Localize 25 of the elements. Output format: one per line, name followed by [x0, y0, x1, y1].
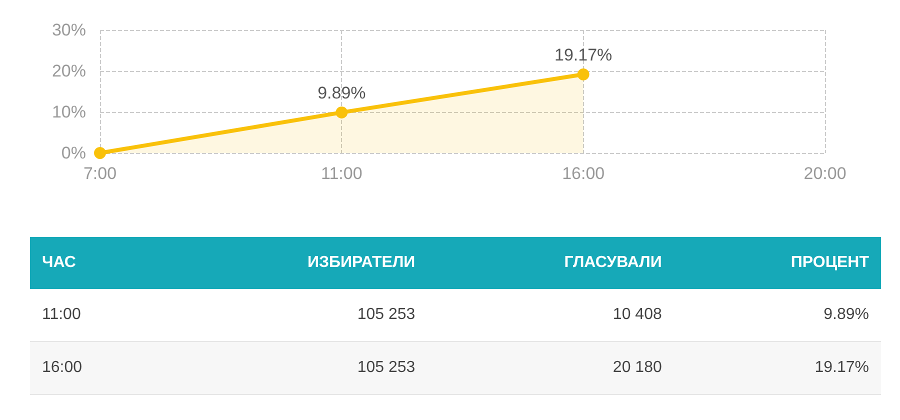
point: [336, 106, 348, 118]
text: 105 253: [160, 289, 428, 342]
text: 9.89%: [674, 289, 881, 342]
text: 11:00: [30, 289, 160, 342]
x-tick-label: 7:00: [83, 164, 117, 183]
text: ГЛАСУВАЛИ: [427, 237, 674, 289]
x-tick-label: 16:00: [562, 164, 605, 183]
y-tick-label: 10%: [52, 102, 86, 122]
x-tick-label: 11:00: [321, 164, 362, 183]
text: 10 408: [427, 289, 674, 342]
y-tick-label: 20%: [52, 62, 86, 80]
y-tick-label: 0%: [61, 144, 86, 162]
text: 105 253: [160, 342, 428, 394]
y-tick-label: 30%: [52, 20, 86, 40]
data-label: 9.89%: [318, 83, 366, 102]
x-tick-label: 20:00: [804, 164, 846, 183]
point: [94, 147, 106, 159]
point: [577, 68, 590, 80]
text: 19.17%: [674, 342, 881, 394]
text: ЧАС: [30, 237, 160, 289]
text: 20 180: [427, 342, 674, 394]
data-label: 19.17%: [554, 45, 612, 64]
text: 16:00: [30, 342, 160, 394]
text: ИЗБИРАТЕЛИ: [160, 237, 428, 289]
text: ПРОЦЕНТ: [674, 237, 881, 289]
